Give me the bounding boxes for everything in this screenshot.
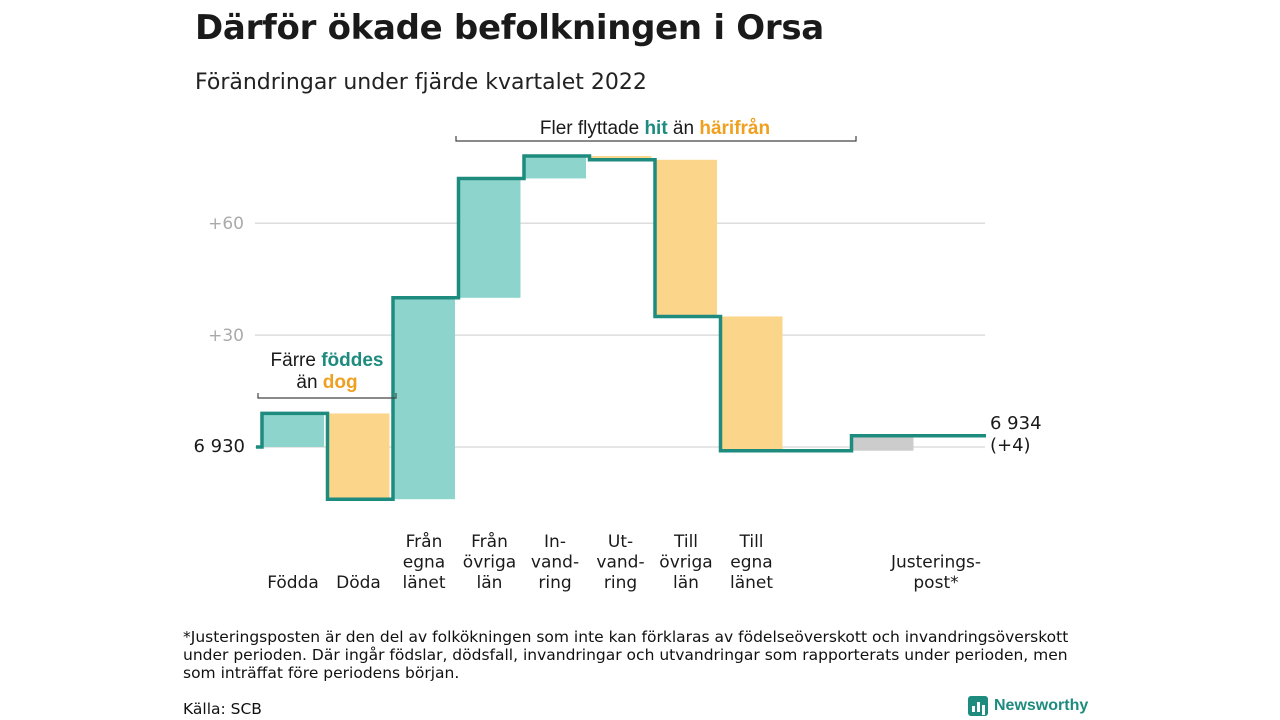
brand-name: Newsworthy bbox=[994, 697, 1089, 714]
bar-från-egna-länet bbox=[393, 297, 455, 500]
bracket-moves bbox=[455, 136, 857, 142]
bar-chart-icon bbox=[968, 696, 988, 716]
bar-döda bbox=[327, 413, 390, 500]
bracket-births bbox=[257, 393, 397, 399]
waterfall-chart: +30 +60 Födda Döda Från egna länet Från övriga lä… bbox=[193, 118, 1042, 594]
bar-ut-vand-ring bbox=[589, 156, 652, 160]
source-note: Källa: SCB bbox=[183, 700, 262, 718]
start-value-label: 6 930 bbox=[193, 436, 245, 457]
bar-justerings-post- bbox=[851, 435, 914, 451]
annotation-births-line1: Färre föddes bbox=[271, 350, 384, 371]
end-change-label: (+4) bbox=[990, 435, 1031, 456]
x-label-1: Döda bbox=[336, 573, 381, 593]
x-label-2: Från egna länet bbox=[402, 531, 445, 593]
bar-till-egna-länet bbox=[720, 316, 783, 451]
bar-från-övriga-län bbox=[458, 178, 521, 298]
chart-title: Därför ökade befolkningen i Orsa bbox=[195, 8, 824, 48]
y-tick-label-2: +60 bbox=[208, 214, 244, 234]
x-label-4: In-vand-ring bbox=[531, 532, 579, 593]
brand-logo[interactable]: Newsworthy bbox=[968, 696, 1088, 716]
x-label-3: Från övriga län bbox=[463, 531, 516, 593]
x-label-6: Till övriga län bbox=[659, 532, 712, 593]
x-label-7: Till egna länet bbox=[730, 532, 773, 593]
x-label-9: Justerings-post* bbox=[890, 553, 981, 594]
x-label-0: Födda bbox=[267, 573, 319, 593]
cumulative-line bbox=[256, 154, 986, 501]
chart-subtitle: Förändringar under fjärde kvartalet 2022 bbox=[195, 70, 647, 95]
bar-in-vand-ring bbox=[524, 156, 586, 179]
end-value-label: 6 934 bbox=[990, 413, 1042, 434]
bar-födda bbox=[262, 413, 324, 447]
y-tick-label-1: +30 bbox=[208, 326, 244, 346]
annotation-births-line2: än dog bbox=[296, 372, 357, 393]
annotation-moves: Fler flyttade hit än härifrån bbox=[540, 118, 770, 139]
footnote: *Justeringsposten är den del av folkökni… bbox=[183, 628, 1069, 682]
x-label-5: Ut-vand-ring bbox=[596, 532, 644, 593]
bar-till-övriga-län bbox=[655, 159, 717, 317]
